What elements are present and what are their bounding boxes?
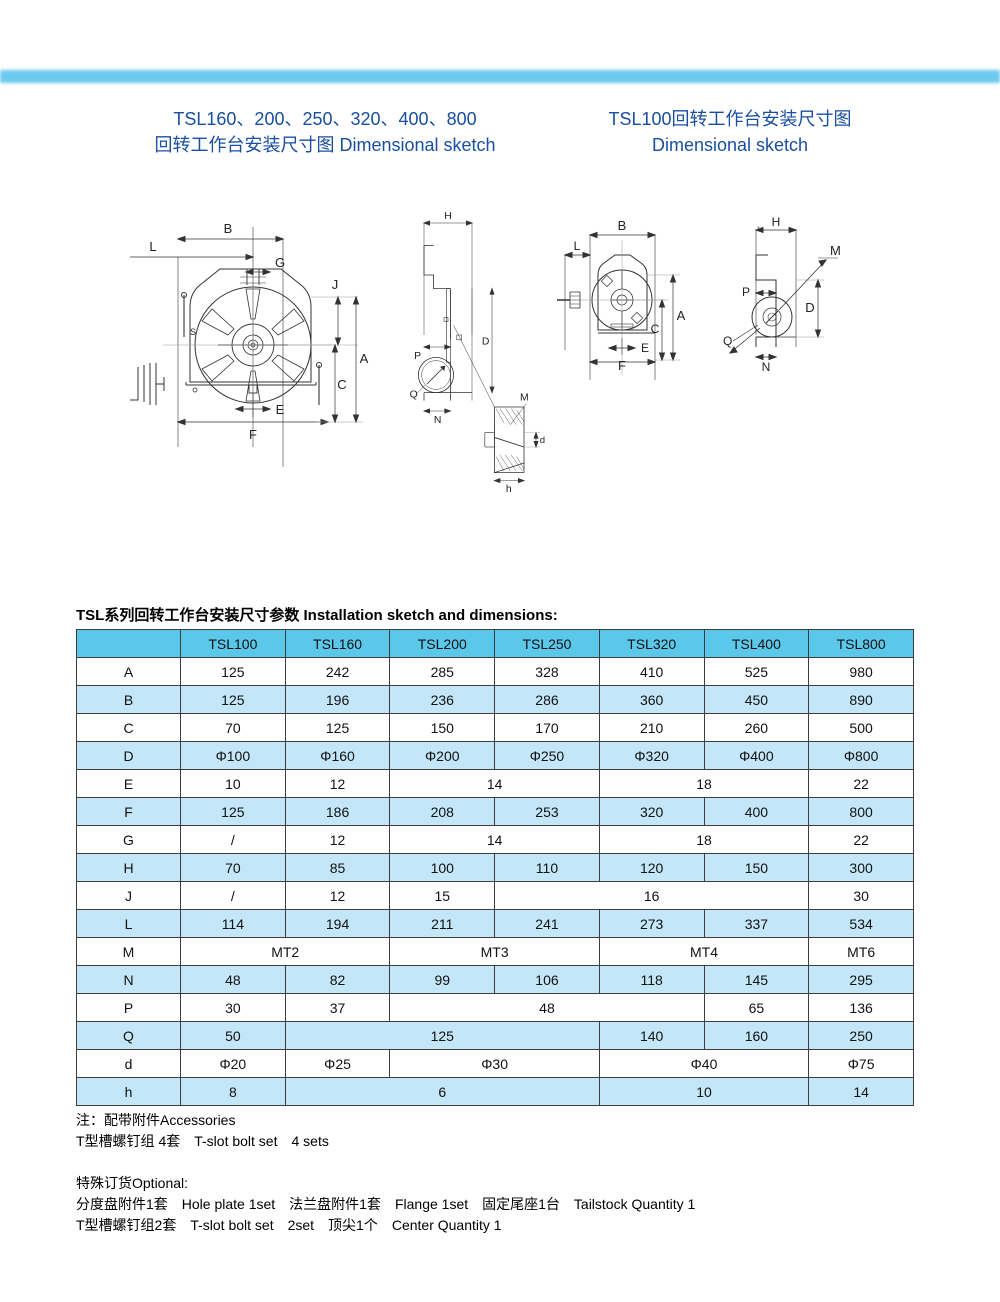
svg-text:M: M xyxy=(520,393,529,404)
svg-text:G: G xyxy=(275,255,285,270)
svg-text:B: B xyxy=(224,221,233,236)
svg-text:D: D xyxy=(482,337,490,348)
svg-text:A: A xyxy=(360,351,369,366)
svg-text:F: F xyxy=(249,427,257,442)
svg-text:C: C xyxy=(651,322,660,336)
svg-text:A: A xyxy=(677,308,686,323)
svg-text:Q: Q xyxy=(723,334,732,348)
svg-text:N: N xyxy=(762,360,771,374)
svg-text:C: C xyxy=(337,377,346,392)
svg-text:J: J xyxy=(332,277,339,292)
svg-text:N: N xyxy=(434,415,442,426)
svg-text:H: H xyxy=(444,211,452,222)
svg-text:P: P xyxy=(414,351,421,362)
svg-text:L: L xyxy=(574,239,581,253)
svg-text:F: F xyxy=(618,358,626,373)
svg-text:h: h xyxy=(506,484,512,495)
svg-text:E: E xyxy=(641,341,649,355)
svg-text:E: E xyxy=(276,402,285,417)
svg-text:Q: Q xyxy=(410,389,418,400)
svg-text:M: M xyxy=(830,243,841,258)
svg-text:S: S xyxy=(190,327,196,337)
svg-text:H: H xyxy=(772,215,781,229)
svg-text:P: P xyxy=(742,285,750,299)
svg-text:L: L xyxy=(149,239,156,254)
svg-text:d: d xyxy=(540,435,545,446)
svg-text:D: D xyxy=(805,300,814,315)
svg-text:B: B xyxy=(618,218,627,233)
